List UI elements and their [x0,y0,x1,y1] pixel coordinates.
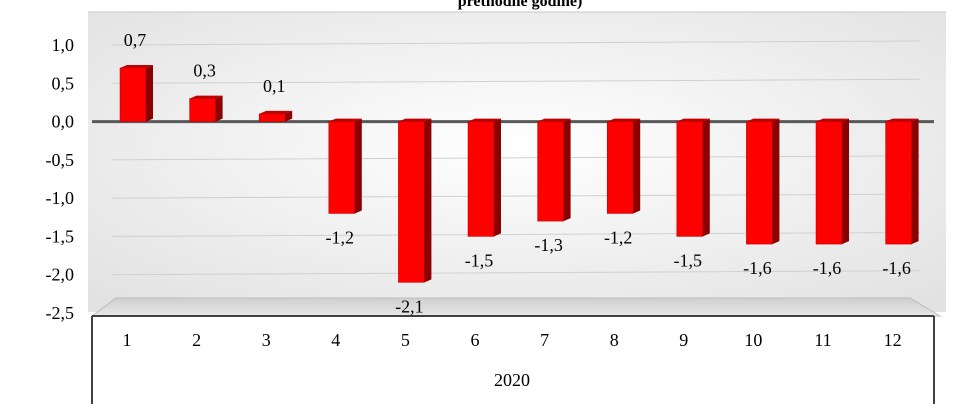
data-label: -1,6 [813,258,842,278]
bar-front [467,121,495,237]
bar [746,118,780,245]
y-axis-ticks: 1,0 0,5 0,0 -0,5 -1,0 -1,5 -2,0 -2,5 [46,35,75,323]
bar [676,118,710,237]
bars [119,64,919,283]
chart-title: prethodne godine) [458,0,583,10]
bar [328,118,362,214]
plot-wall [88,12,946,312]
data-label: 0,1 [263,76,286,96]
gridline [111,270,921,276]
data-label: -1,6 [743,258,772,278]
bar-side [354,118,362,214]
bar-top [468,118,501,122]
bar-front [815,121,843,245]
bar-side [285,110,293,122]
x-axis-categories: 1 2 3 4 5 6 7 8 9 10 11 12 [123,330,902,350]
bar-front [676,121,704,237]
data-labels: 0,7 0,3 0,1 -1,2 -2,1 -1,5 -1,3 -1,2 -1,5 -1,6 -1,… [124,30,911,316]
x-category-label: 8 [610,330,619,350]
data-label: -1,2 [326,227,355,247]
bar-side [911,118,919,245]
x-category-label: 7 [540,330,549,350]
y-tick-label: -2,5 [46,303,75,323]
bar-top [816,118,849,122]
data-label: -1,5 [674,250,703,270]
bar-side [842,118,849,245]
bar [189,95,223,122]
bar-top [537,118,571,122]
bar-top [885,118,919,122]
y-tick-label: 0,5 [52,73,75,93]
bar-top [189,95,223,99]
gridline [111,193,921,199]
bar-front [398,121,425,283]
x-category-label: 11 [814,330,831,350]
gridline [111,78,921,84]
bar-front [885,121,912,245]
data-label: 0,7 [124,30,147,50]
bar-front [328,121,356,214]
x-category-label: 10 [744,330,762,350]
bar-side [702,118,710,237]
gridline [111,155,921,161]
bar [606,118,641,214]
bar-side [563,118,571,222]
bar-side [633,118,641,214]
x-group-label: 2020 [494,370,530,390]
x-category-label: 4 [331,330,340,350]
y-tick-label: -2,0 [46,265,75,285]
bar-side [494,118,501,237]
bar-top [746,118,780,122]
x-category-label: 3 [262,330,271,350]
y-tick-label: -1,0 [46,188,75,208]
bar-top [398,118,432,122]
bar [119,64,153,122]
chart-floor [90,297,942,317]
bar-side [772,118,780,245]
gridline [111,40,921,46]
x-category-label: 2 [192,330,201,350]
bar-top [328,118,362,122]
data-label: 0,3 [193,61,216,81]
bar-front [258,113,286,122]
gridlines [111,40,921,276]
bar [815,118,849,245]
bar [398,118,432,283]
data-label: -1,5 [465,250,494,270]
x-category-label: 1 [123,330,132,350]
y-tick-label: -1,5 [46,226,75,246]
bar [537,118,571,222]
data-label: -1,3 [534,235,563,255]
bar-top [120,64,153,68]
gridline [111,231,921,237]
data-label: -1,2 [604,227,633,247]
y-tick-label: 0,0 [52,112,75,132]
bar-top [676,118,710,122]
x-category-label: 6 [471,330,480,350]
bar-side [215,95,223,122]
bar-front [606,121,634,214]
x-category-label: 9 [679,330,688,350]
bar [467,118,501,237]
bar [885,118,919,245]
bar-side [424,118,432,283]
y-tick-label: -0,5 [46,150,75,170]
bar-front [189,98,216,122]
bar-front [746,121,773,245]
bar-front [537,121,564,222]
bar-top [607,118,641,122]
x-category-label: 5 [401,330,410,350]
y-tick-label: 1,0 [52,35,75,55]
x-category-label: 12 [884,330,902,350]
bar-front [119,67,147,122]
bar [258,110,293,122]
x-axis-table [91,315,935,404]
bar-side [146,64,153,122]
bar-top [259,110,293,114]
data-label: -2,1 [395,296,424,316]
data-label: -1,6 [882,258,911,278]
